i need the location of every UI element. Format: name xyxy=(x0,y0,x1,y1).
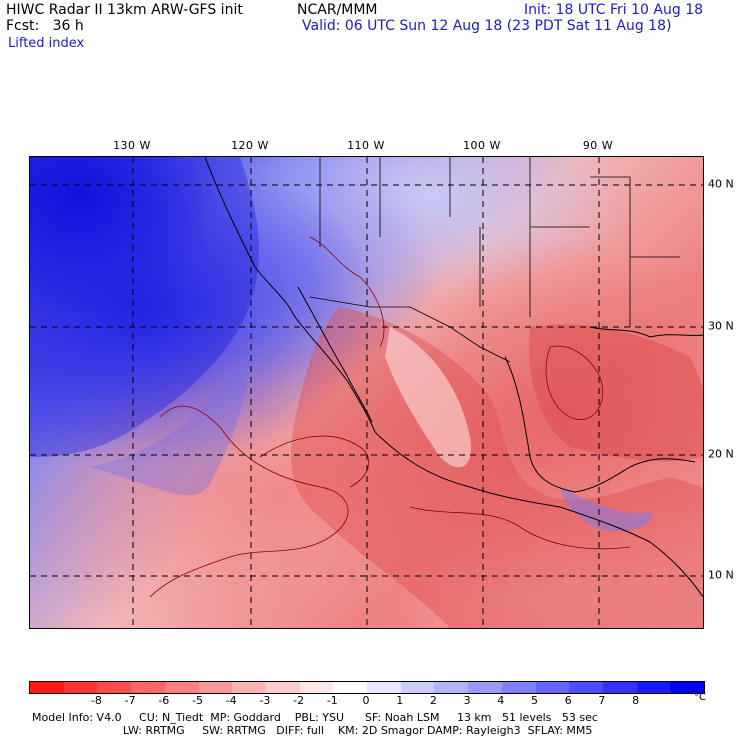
colorbar-cell xyxy=(97,682,132,693)
colorbar-cell xyxy=(670,682,705,693)
border-us-mexico xyxy=(309,296,511,363)
colorbar-cell xyxy=(198,682,233,693)
lat-label-20n: 20 N xyxy=(708,447,734,461)
colorbar-cell xyxy=(30,682,64,693)
colorbar-unit: °C xyxy=(694,692,706,703)
colorbar-cell xyxy=(63,682,98,693)
forecast-hour: Fcst: 36 h xyxy=(6,18,84,34)
lat-label-30n: 30 N xyxy=(708,319,734,333)
colorbar-cell xyxy=(569,682,603,693)
colorbar-cell xyxy=(367,682,401,693)
map-overlay xyxy=(30,157,703,628)
colorbar-tick-label: 3 xyxy=(463,694,471,707)
contour-line-4 xyxy=(309,236,385,348)
lon-label-120w: 120 W xyxy=(231,139,269,152)
mexico-highland-zone xyxy=(291,307,703,628)
contour-line-1 xyxy=(149,405,349,598)
colorbar-cell xyxy=(164,682,199,693)
init-time: Init: 18 UTC Fri 10 Aug 18 xyxy=(524,2,704,18)
state-border-1 xyxy=(319,157,680,327)
colorbar-cell xyxy=(299,682,334,693)
contour-line-2 xyxy=(259,435,370,488)
colorbar-cell xyxy=(265,682,300,693)
colorbar-tick-label: 4 xyxy=(497,694,505,707)
valid-time: Valid: 06 UTC Sun 12 Aug 18 (23 PDT Sat … xyxy=(302,18,672,34)
colorbar-tick-label: 5 xyxy=(531,694,538,707)
pacific-blue-tongue xyxy=(30,157,259,457)
colorbar-cell xyxy=(131,682,165,693)
model-info-line-1: Model Info: V4.0 CU: N_Tiedt MP: Goddard… xyxy=(32,711,598,724)
colorbar-cell xyxy=(535,682,570,693)
colorbar-tick-label: -7 xyxy=(124,694,136,707)
colorbar-cell xyxy=(232,682,266,693)
field-name: Lifted index xyxy=(8,36,85,51)
colorbar-tick-label: 7 xyxy=(598,694,606,707)
colorbar-tick-label: 8 xyxy=(632,694,640,707)
coastline-mexico-pacific xyxy=(374,431,703,598)
colorbar-tick-label: -3 xyxy=(259,694,271,707)
coastline-gulf xyxy=(504,356,696,493)
colorbar-tick-label: 2 xyxy=(429,694,437,707)
coastline-us-gulf xyxy=(589,326,703,338)
lat-label-10n: 10 N xyxy=(708,568,734,582)
colorbar-cell xyxy=(400,682,435,693)
colorbar-tick-label: 0 xyxy=(362,694,370,707)
colorbar-tick-label: 1 xyxy=(396,694,404,707)
model-title: HIWC Radar II 13km ARW-GFS init xyxy=(6,2,243,18)
coastline-west xyxy=(204,157,376,433)
colorbar-cell xyxy=(636,682,671,693)
colorbar-cell xyxy=(468,682,502,693)
lat-label-40n: 40 N xyxy=(708,177,734,191)
lat-lon-grid xyxy=(30,157,703,628)
gulf-red-zone xyxy=(529,324,703,462)
contour-line-5 xyxy=(409,506,631,550)
colorbar-cell xyxy=(602,682,637,693)
lon-label-90w: 90 W xyxy=(582,139,614,152)
colorbar-tick-label: 6 xyxy=(564,694,572,707)
central-america-blue xyxy=(560,487,652,532)
colorbar-tick-label: -4 xyxy=(225,694,237,707)
colorbar-tick-label: -8 xyxy=(90,694,102,707)
plateau-pale-zone xyxy=(385,327,471,468)
lifted-index-map xyxy=(29,156,704,629)
colorbar-cell xyxy=(434,682,469,693)
colorbar-cell xyxy=(501,682,536,693)
lon-label-110w: 110 W xyxy=(347,139,385,152)
blue-filament xyxy=(90,357,248,496)
colorbar-cell xyxy=(333,682,368,693)
lon-label-130w: 130 W xyxy=(113,139,151,152)
colorbar-tick-label: -2 xyxy=(293,694,305,707)
colorbar xyxy=(29,681,705,694)
institution-label: NCAR/MMM xyxy=(297,2,378,18)
colorbar-tick-label: -1 xyxy=(326,694,338,707)
contour-line-3 xyxy=(545,345,604,420)
coastline-baja xyxy=(297,286,373,423)
lon-label-100w: 100 W xyxy=(463,139,501,152)
colorbar-tick-label: -5 xyxy=(192,694,203,707)
model-info-line-2: LW: RRTMG SW: RRTMG DIFF: full KM: 2D Sm… xyxy=(32,724,593,737)
colorbar-tick-label: -6 xyxy=(158,694,170,707)
